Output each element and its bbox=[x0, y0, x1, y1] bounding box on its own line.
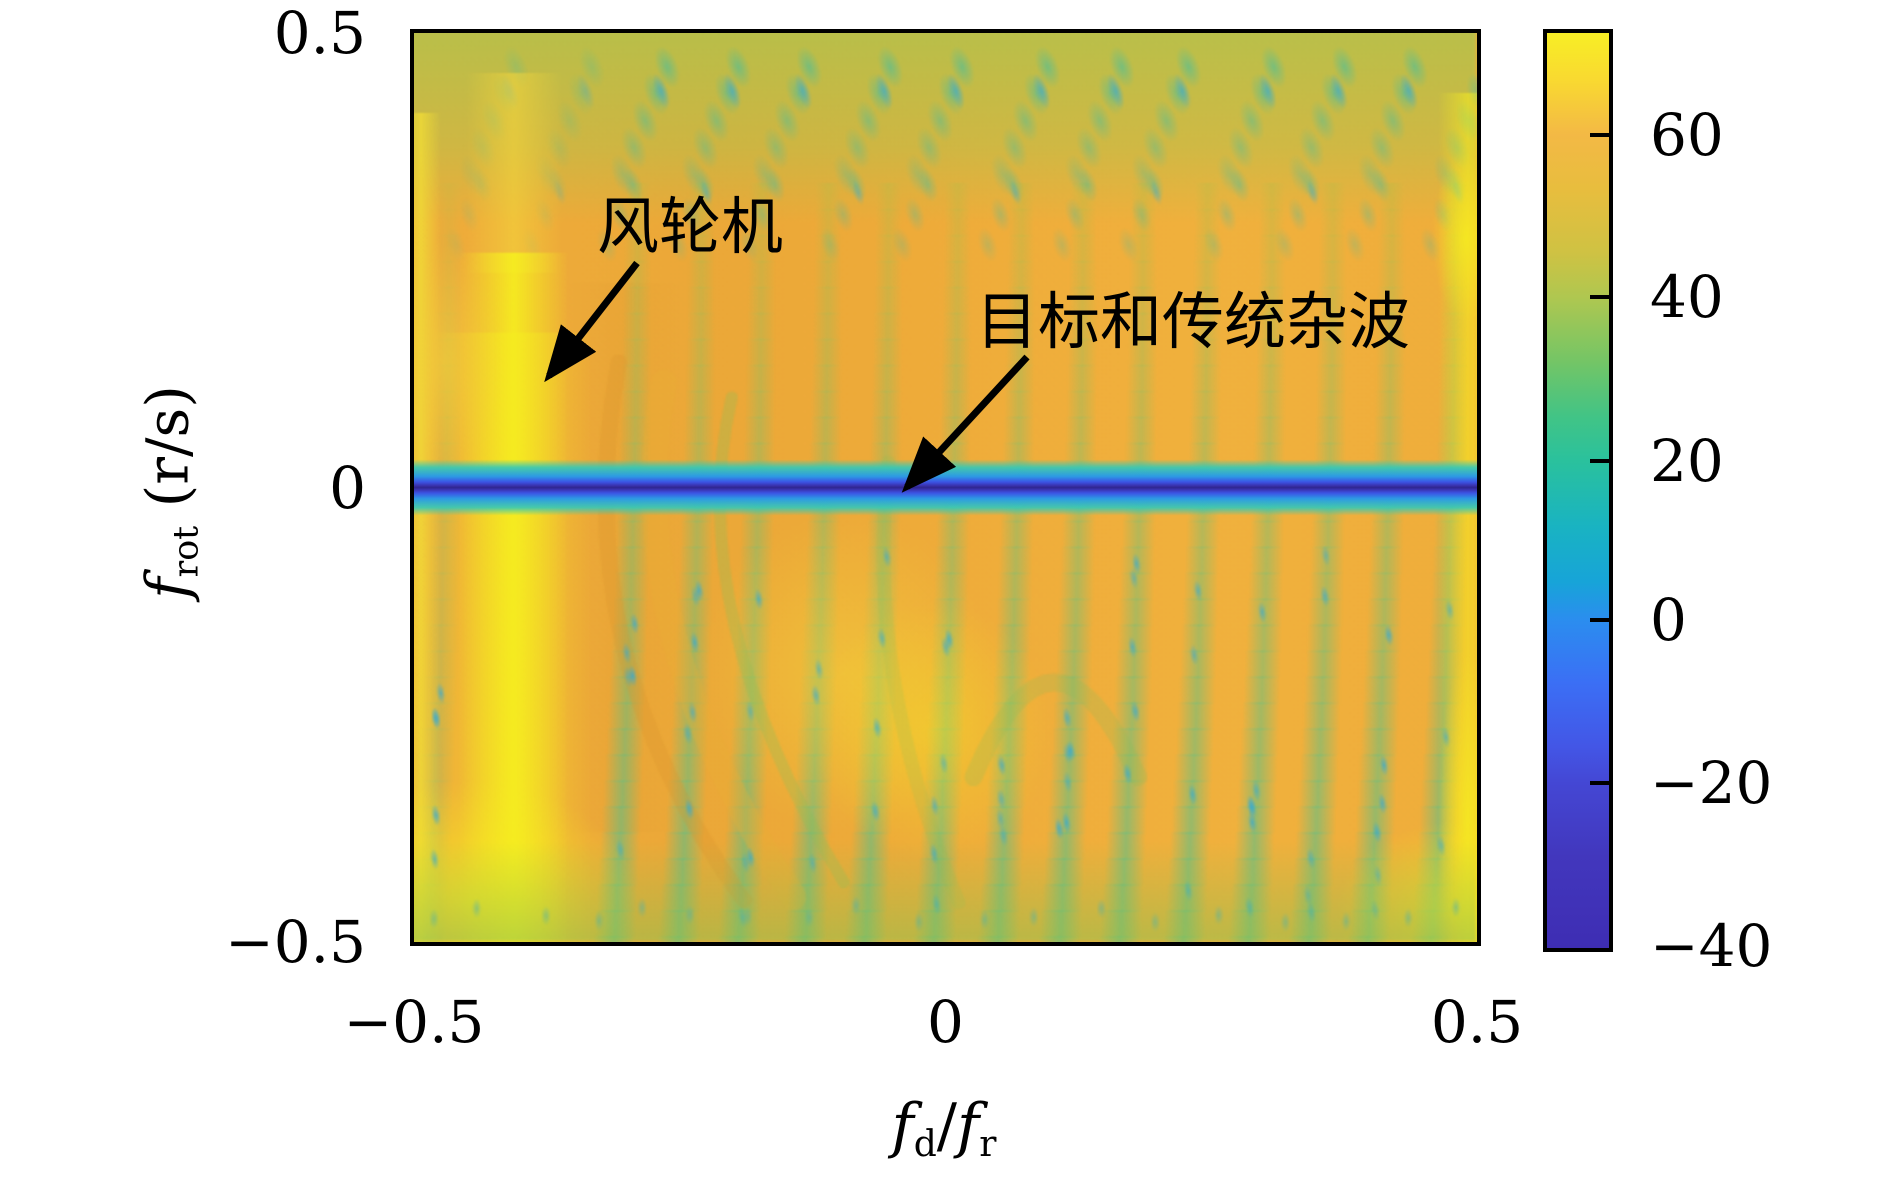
colorbar-tick-label: −20 bbox=[1650, 749, 1773, 818]
colorbar-tick-mark bbox=[1590, 294, 1609, 299]
target-clutter-annotation: 目标和传统杂波 bbox=[975, 285, 1411, 358]
y-tick-label: 0 bbox=[329, 453, 366, 522]
colorbar-tick-label: 40 bbox=[1650, 262, 1724, 331]
colorbar-gradient bbox=[1547, 33, 1609, 948]
x-tick-label: 0.5 bbox=[1430, 988, 1524, 1056]
x-tick-label: −0.5 bbox=[343, 988, 485, 1056]
y-axis-title: frot (r/s) bbox=[133, 385, 207, 599]
colorbar-tick-label: 60 bbox=[1650, 101, 1724, 170]
heatmap-canvas bbox=[414, 33, 1477, 942]
y-tick-label: −0.5 bbox=[225, 908, 366, 976]
colorbar-tick-mark bbox=[1590, 133, 1609, 138]
y-tick-label: 0.5 bbox=[273, 0, 366, 67]
x-tick-label: 0 bbox=[927, 988, 964, 1056]
colorbar-tick-label: 0 bbox=[1650, 585, 1687, 654]
colorbar-tick-mark bbox=[1590, 459, 1609, 464]
colorbar-frame bbox=[1543, 29, 1613, 952]
colorbar-tick-mark bbox=[1590, 781, 1609, 786]
colorbar-tick-label: 20 bbox=[1650, 427, 1724, 496]
heatmap-plot-frame bbox=[410, 29, 1481, 946]
wind-turbine-annotation: 风轮机 bbox=[596, 190, 784, 263]
colorbar-tick-mark bbox=[1590, 617, 1609, 622]
colorbar-tick-label: −40 bbox=[1650, 912, 1773, 981]
x-axis-title: fd/fr bbox=[891, 1090, 997, 1166]
